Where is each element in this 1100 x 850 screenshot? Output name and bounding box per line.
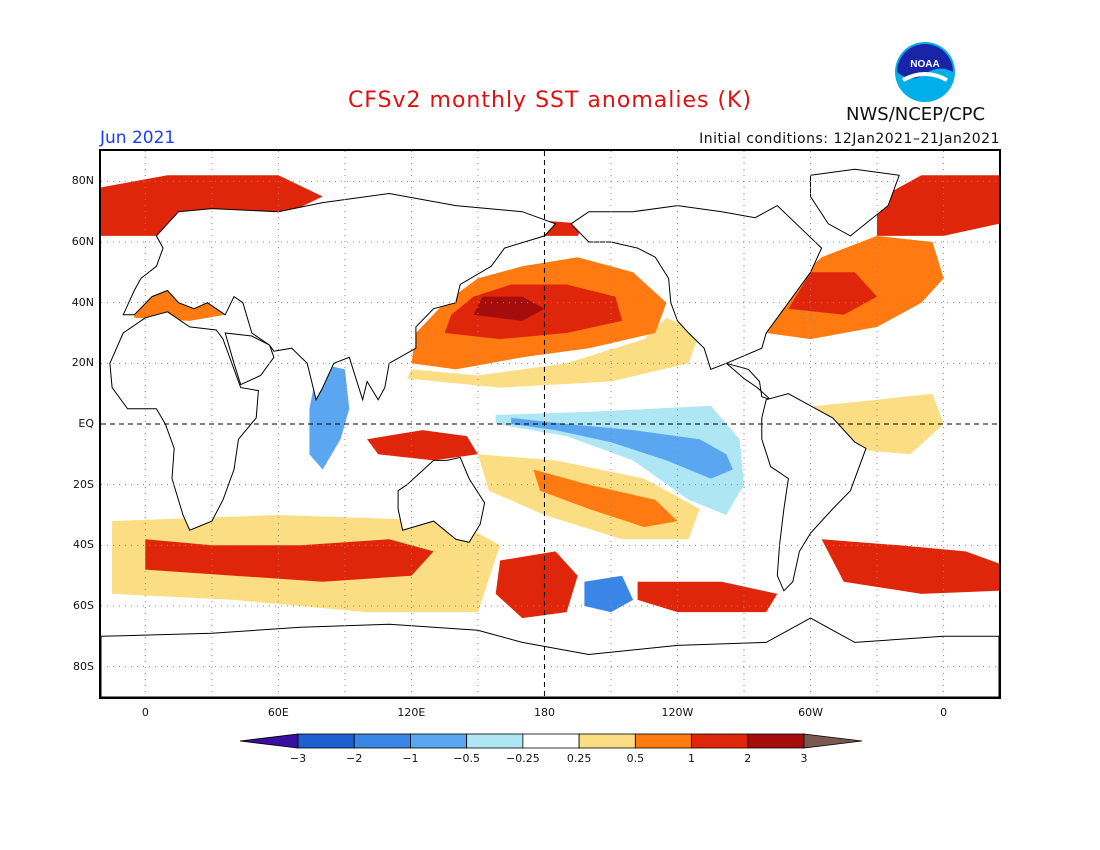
lon-tick-label: 60E [267,706,289,719]
colorbar-tick-label: 3 [800,752,808,765]
lat-tick-label: 20N [71,356,94,370]
lat-tick-label: 60S [73,599,94,612]
colorbar-bin [410,733,468,749]
agency-label: NWS/NCEP/CPC [846,104,986,125]
colorbar-tick-label: 0.5 [626,752,645,765]
colorbar-tick-label: −0.5 [453,752,481,765]
colorbar [240,733,862,749]
colorbar-tick-label: −3 [289,752,307,765]
lat-tick-label: EQ [78,417,94,430]
anomaly-region-arctic-warm-west [877,175,999,236]
continent-arabia [224,332,275,386]
colorbar-tick-label: −0.25 [506,752,540,765]
lat-tick-label: 60N [71,235,94,248]
continent-eurasia [122,192,557,402]
continent-greenland [810,168,900,237]
anomaly-region-north-pacific-yellow [407,317,700,388]
anomaly-region-maritime-continent-warm [367,430,478,461]
colorbar-bin [466,733,524,749]
continent-central-america [725,362,771,401]
lat-tick-label: 40N [71,295,94,309]
lon-tick-label: 120W [661,706,694,719]
colorbar-bin [634,733,692,749]
forecast-month: Jun 2021 [100,128,176,148]
colorbar-tick-label: 1 [688,752,696,765]
colorbar-bin [578,733,636,749]
continent-south-america [761,393,867,592]
colorbar-tick-label: 0.25 [566,752,592,765]
anomaly-region-southern-ocean-warm-east [637,581,778,613]
continent-africa [109,311,259,531]
lat-tick-label: 80N [71,174,94,188]
colorbar-tick-label: 2 [744,752,752,765]
colorbar-bin [691,733,749,749]
anomaly-region-southern-ocean-warm-pacific [495,551,578,619]
svg-text:NOAA: NOAA [910,59,939,70]
anomaly-region-south-pacific-warm [533,469,678,528]
lat-tick-label: 80S [73,659,94,673]
colorbar-bin [353,733,411,749]
lat-tick-label: 40S [73,538,94,552]
map-canvas [101,151,999,697]
anomaly-region-southern-ocean-cold-pacific [584,575,634,613]
colorbar-bin [522,733,580,749]
map-title: CFSv2 monthly SST anomalies (K) [347,88,753,113]
anomaly-region-equatorial-pacific-cold-light [495,405,744,515]
sst-anomaly-map [99,149,1001,699]
lon-tick-label: 0 [940,706,948,719]
lat-tick-label: 20S [73,477,94,491]
initial-conditions-label: Initial conditions: 12Jan2021–21Jan2021 [699,131,1000,147]
colorbar-tick-label: −2 [346,752,363,765]
continent-north-america [570,204,823,371]
colorbar-bin [240,733,299,749]
lon-tick-label: 180 [533,706,555,719]
lon-tick-label: 60W [798,706,823,719]
continent-antarctica [101,617,999,697]
anomaly-region-south-atlantic-warm [821,539,999,594]
lon-tick-label: 120E [397,706,426,719]
continent-australia [397,456,486,543]
anomaly-region-southern-ocean-warm-indian [145,539,434,582]
anomaly-region-north-atlantic-warm-core [788,272,877,315]
colorbar-bin [803,733,862,749]
colorbar-bin [747,733,805,749]
noaa-logo: NOAA [893,40,957,104]
lon-tick-label: 0 [141,706,149,719]
colorbar-tick-label: −1 [402,752,419,765]
colorbar-bin [297,733,355,749]
